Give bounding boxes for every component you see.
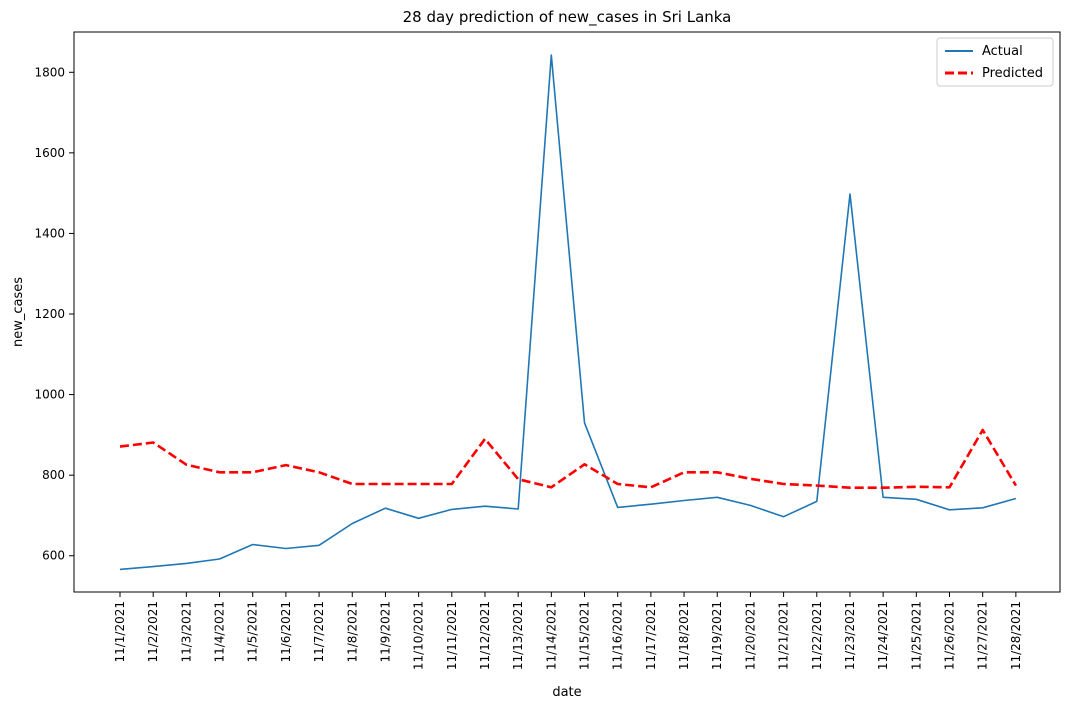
- x-tick-label: 11/3/2021: [179, 601, 193, 663]
- x-axis-label: date: [552, 685, 581, 700]
- x-tick-label: 11/22/2021: [810, 601, 824, 670]
- x-tick-label: 11/17/2021: [644, 601, 658, 670]
- x-tick-label: 11/2/2021: [146, 601, 160, 663]
- series-line-predicted: [119, 428, 1018, 490]
- y-axis: 600 800 1000 1200 1400 1600 1800: [34, 65, 74, 563]
- x-tick-label: 11/25/2021: [909, 601, 923, 670]
- y-tick-label: 1600: [34, 146, 65, 160]
- x-tick-label: 11/20/2021: [743, 601, 757, 670]
- x-axis: 11/1/2021 11/2/2021 11/3/2021 11/4/2021 11/5…: [113, 592, 1023, 670]
- x-tick-label: 11/16/2021: [611, 601, 625, 670]
- x-tick-label: 11/6/2021: [279, 601, 293, 663]
- x-tick-label: 11/14/2021: [544, 601, 558, 670]
- x-tick-label: 11/5/2021: [246, 601, 260, 663]
- x-tick-label: 11/4/2021: [213, 601, 227, 663]
- x-tick-label: 11/23/2021: [843, 601, 857, 670]
- legend: Actual Predicted: [936, 37, 1054, 87]
- legend-label-actual: Actual: [982, 44, 1023, 59]
- x-tick-label: 11/7/2021: [312, 601, 326, 663]
- x-tick-label: 11/18/2021: [677, 601, 691, 670]
- x-tick-label: 11/12/2021: [478, 601, 492, 670]
- x-tick-label: 11/19/2021: [710, 601, 724, 670]
- plot-series: [119, 54, 1018, 571]
- x-tick-label: 11/26/2021: [943, 601, 957, 670]
- x-tick-label: 11/8/2021: [345, 601, 359, 663]
- x-tick-label: 11/24/2021: [876, 601, 890, 670]
- x-tick-label: 11/9/2021: [378, 601, 392, 663]
- y-tick-label: 1800: [34, 65, 65, 79]
- y-tick-label: 1000: [34, 388, 65, 402]
- chart-title: 28 day prediction of new_cases in Sri La…: [403, 8, 732, 27]
- x-tick-label: 11/13/2021: [511, 601, 525, 670]
- y-axis-label: new_cases: [11, 277, 26, 347]
- x-tick-label: 11/15/2021: [578, 601, 592, 670]
- y-tick-label: 1400: [34, 226, 65, 240]
- y-tick-label: 1200: [34, 307, 65, 321]
- y-tick-label: 600: [42, 549, 65, 563]
- x-tick-label: 11/28/2021: [1009, 601, 1023, 670]
- x-tick-label: 11/11/2021: [445, 601, 459, 670]
- x-tick-label: 11/27/2021: [976, 601, 990, 670]
- x-tick-label: 11/1/2021: [113, 601, 127, 663]
- y-tick-label: 800: [42, 468, 65, 482]
- series-line-actual: [119, 54, 1017, 571]
- x-tick-label: 11/10/2021: [412, 601, 426, 670]
- plot-area-frame: [73, 31, 1061, 593]
- x-tick-label: 11/21/2021: [777, 601, 791, 670]
- legend-label-predicted: Predicted: [982, 66, 1043, 81]
